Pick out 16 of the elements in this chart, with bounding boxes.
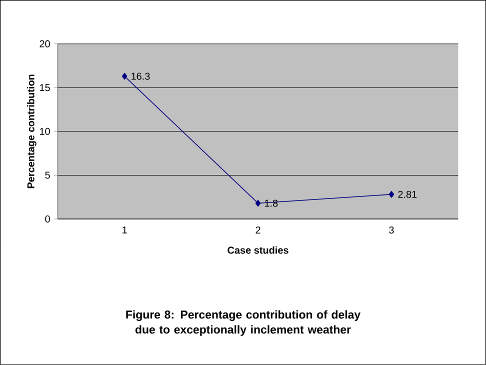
- x-tick-label: 3: [389, 226, 394, 234]
- data-label: 16.3: [132, 72, 150, 80]
- y-tick-label: 15: [40, 84, 50, 92]
- x-tick-label: 2: [256, 226, 260, 234]
- y-tick-label: 20: [40, 40, 50, 48]
- x-axis-title: Case studies: [228, 246, 288, 254]
- y-tick-label: 10: [40, 128, 50, 135]
- point: [388, 191, 394, 198]
- y-axis-title: Percentage contribution: [27, 74, 36, 188]
- text: Figure 8: Percentage contribution of delay due to exceptionally inclement weather: [126, 310, 360, 336]
- point: [122, 72, 128, 80]
- x-tick-label: 1: [122, 226, 127, 234]
- point: [255, 200, 261, 207]
- y-tick-label: 0: [45, 216, 50, 223]
- data-label: 2.81: [398, 190, 417, 198]
- y-tick-label: 5: [45, 172, 50, 179]
